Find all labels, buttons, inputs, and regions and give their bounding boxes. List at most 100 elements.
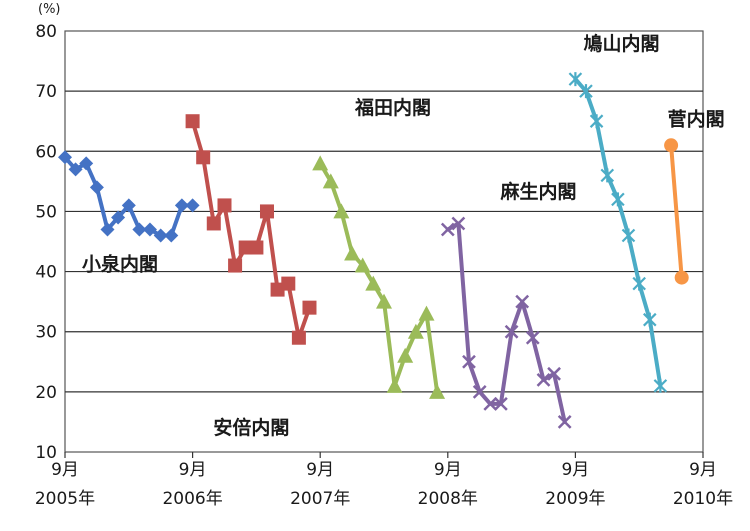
- x-tick-label-year: 2005年: [35, 489, 95, 509]
- data-point-triangle: [429, 383, 446, 399]
- data-point-square: [228, 258, 243, 273]
- data-point-star: [589, 114, 604, 129]
- data-point-x: [515, 294, 530, 309]
- data-point-square: [249, 240, 264, 255]
- data-point-diamond: [185, 198, 200, 213]
- series-4: 鳩山内閣: [568, 32, 668, 393]
- series-label: 麻生内閣: [499, 180, 576, 203]
- series-0: 小泉内閣: [58, 150, 200, 275]
- data-point-diamond: [121, 198, 136, 213]
- series-line: [573, 77, 663, 388]
- x-tick-label-month: 9月: [51, 460, 79, 480]
- data-point-x: [504, 324, 519, 339]
- y-tick-label: 10: [35, 443, 57, 463]
- data-point-square: [281, 276, 296, 291]
- data-point-diamond: [132, 222, 147, 237]
- data-point-triangle: [365, 275, 382, 291]
- data-point-diamond: [174, 198, 189, 213]
- data-point-triangle: [354, 257, 371, 273]
- data-point-triangle: [386, 377, 403, 393]
- y-tick-label: 70: [35, 82, 57, 102]
- y-tick-label: 50: [35, 202, 57, 222]
- series-label: 菅内閣: [668, 107, 725, 130]
- data-point-star: [621, 228, 636, 243]
- data-point-triangle: [322, 173, 339, 189]
- series-2: 福田内閣: [312, 96, 446, 399]
- data-point-x: [472, 384, 487, 399]
- series-line: [669, 143, 684, 280]
- data-point-x: [547, 366, 561, 381]
- series-label: 安倍内閣: [213, 416, 289, 439]
- data-point-square: [196, 150, 211, 165]
- data-point-triangle: [333, 203, 350, 219]
- data-point-square: [291, 330, 306, 345]
- series-1: 安倍内閣: [185, 114, 317, 439]
- y-tick-label: 40: [35, 263, 57, 283]
- data-point-star: [579, 84, 593, 99]
- series-3: 麻生内閣: [440, 180, 577, 429]
- data-point-triangle: [312, 155, 329, 171]
- x-tick-label-year: 2010年: [673, 489, 733, 509]
- data-point-triangle: [344, 245, 361, 261]
- data-point-square: [238, 240, 253, 255]
- data-point-circle: [664, 138, 679, 153]
- series-5: 菅内閣: [664, 107, 725, 285]
- x-tick-label-month: 9月: [561, 460, 589, 480]
- data-point-triangle: [418, 305, 435, 321]
- data-point-square: [302, 300, 317, 315]
- data-point-triangle: [376, 293, 392, 309]
- data-point-x: [462, 354, 476, 369]
- x-tick-label-month: 9月: [434, 460, 462, 480]
- data-point-triangle: [397, 347, 414, 363]
- data-point-diamond: [111, 210, 126, 225]
- data-point-x: [483, 397, 498, 411]
- series-label: 鳩山内閣: [583, 32, 659, 55]
- data-point-diamond: [68, 162, 83, 177]
- plot-frame: [64, 30, 704, 453]
- data-point-x: [557, 415, 572, 429]
- data-point-diamond: [89, 180, 104, 195]
- data-point-star: [568, 72, 583, 87]
- data-point-star: [600, 168, 615, 183]
- series-label: 福田内閣: [354, 96, 431, 119]
- y-tick-label: 30: [35, 323, 57, 343]
- y-tick-label: 80: [35, 22, 57, 42]
- data-point-star: [632, 276, 646, 291]
- data-point-diamond: [142, 222, 157, 237]
- series-line: [318, 161, 440, 394]
- data-point-x: [536, 372, 551, 387]
- x-tick-label-month: 9月: [179, 460, 207, 480]
- data-point-diamond: [153, 228, 168, 243]
- x-tick-label-year: 2006年: [162, 489, 222, 509]
- x-tick-label-year: 2007年: [290, 489, 350, 509]
- data-point-diamond: [100, 222, 115, 237]
- series-label: 小泉内閣: [82, 252, 158, 275]
- data-point-star: [653, 378, 668, 393]
- y-axis-unit-label: (%): [38, 2, 61, 17]
- data-point-x: [451, 216, 466, 231]
- data-point-star: [643, 312, 657, 327]
- x-tick-label-month: 9月: [689, 460, 717, 480]
- series-line: [63, 155, 195, 238]
- x-tick-label-year: 2008年: [418, 489, 478, 509]
- data-point-x: [493, 397, 508, 411]
- data-point-diamond: [164, 228, 179, 243]
- data-point-triangle: [407, 323, 424, 339]
- data-point-star: [611, 192, 625, 207]
- y-tick-label: 20: [35, 383, 57, 403]
- data-point-x: [525, 330, 540, 345]
- x-tick-label-month: 9月: [306, 460, 334, 480]
- data-point-diamond: [79, 156, 94, 171]
- data-point-square: [270, 282, 285, 297]
- data-point-square: [206, 216, 221, 231]
- data-point-square: [217, 198, 232, 213]
- data-point-square: [185, 114, 200, 129]
- data-point-diamond: [58, 150, 72, 165]
- data-point-square: [259, 204, 274, 219]
- data-point-circle: [674, 270, 689, 285]
- y-tick-label: 60: [35, 142, 57, 162]
- data-point-x: [440, 222, 455, 237]
- x-tick-label-year: 2009年: [545, 489, 605, 509]
